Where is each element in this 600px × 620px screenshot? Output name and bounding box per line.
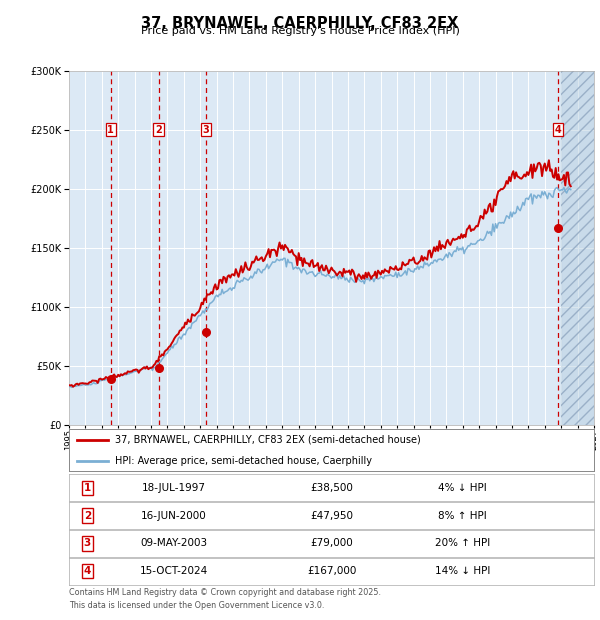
Text: 1: 1 bbox=[84, 482, 91, 493]
Text: 4: 4 bbox=[83, 566, 91, 577]
Text: 15-OCT-2024: 15-OCT-2024 bbox=[140, 566, 208, 577]
Text: 8% ↑ HPI: 8% ↑ HPI bbox=[439, 510, 487, 521]
Text: 09-MAY-2003: 09-MAY-2003 bbox=[140, 538, 208, 549]
Text: 2: 2 bbox=[155, 125, 162, 135]
Text: HPI: Average price, semi-detached house, Caerphilly: HPI: Average price, semi-detached house,… bbox=[115, 456, 371, 466]
Text: £38,500: £38,500 bbox=[310, 482, 353, 493]
Text: 20% ↑ HPI: 20% ↑ HPI bbox=[435, 538, 490, 549]
Text: 37, BRYNAWEL, CAERPHILLY, CF83 2EX: 37, BRYNAWEL, CAERPHILLY, CF83 2EX bbox=[142, 16, 458, 30]
Text: 4: 4 bbox=[554, 125, 561, 135]
Text: 3: 3 bbox=[203, 125, 209, 135]
Text: This data is licensed under the Open Government Licence v3.0.: This data is licensed under the Open Gov… bbox=[69, 601, 325, 611]
Text: £167,000: £167,000 bbox=[307, 566, 356, 577]
Text: Contains HM Land Registry data © Crown copyright and database right 2025.: Contains HM Land Registry data © Crown c… bbox=[69, 588, 381, 597]
Text: 3: 3 bbox=[84, 538, 91, 549]
Text: Price paid vs. HM Land Registry's House Price Index (HPI): Price paid vs. HM Land Registry's House … bbox=[140, 26, 460, 36]
Text: 14% ↓ HPI: 14% ↓ HPI bbox=[435, 566, 490, 577]
Text: £79,000: £79,000 bbox=[310, 538, 353, 549]
Text: 18-JUL-1997: 18-JUL-1997 bbox=[142, 482, 206, 493]
Text: £47,950: £47,950 bbox=[310, 510, 353, 521]
Bar bbox=[561, 71, 594, 425]
Text: 2: 2 bbox=[84, 510, 91, 521]
Text: 4% ↓ HPI: 4% ↓ HPI bbox=[439, 482, 487, 493]
Text: 16-JUN-2000: 16-JUN-2000 bbox=[141, 510, 207, 521]
Text: 37, BRYNAWEL, CAERPHILLY, CF83 2EX (semi-detached house): 37, BRYNAWEL, CAERPHILLY, CF83 2EX (semi… bbox=[115, 435, 421, 445]
Text: 1: 1 bbox=[107, 125, 114, 135]
Bar bbox=[561, 71, 594, 425]
